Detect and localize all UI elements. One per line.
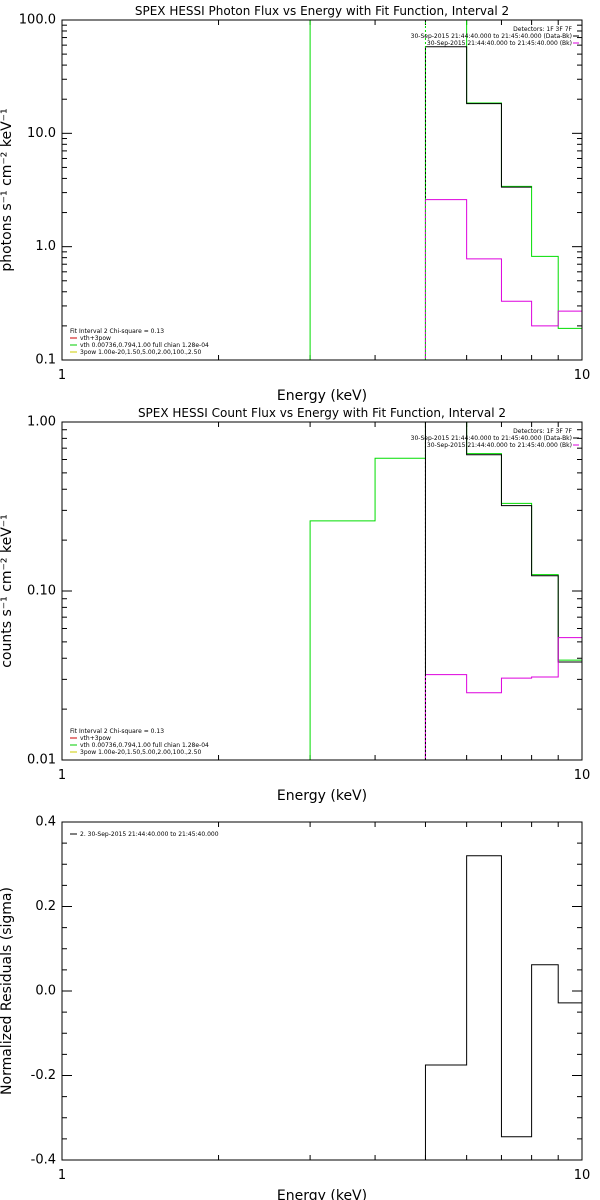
plot-frame xyxy=(61,19,583,361)
chart-2: SPEX HESSI Count Flux vs Energy with Fit… xyxy=(0,406,590,804)
data-series-line xyxy=(424,637,582,760)
legend-entry: 3pow 1.00e-20,1.50,5.00,2.00,100.,2.50 xyxy=(80,749,201,756)
x-axis-label: Energy (keV) xyxy=(277,388,367,404)
y-tick-label: 10.0 xyxy=(27,126,56,141)
info-line: 30-Sep-2015 21:44:40.000 to 21:45:40.000… xyxy=(411,33,572,40)
chart-title: SPEX HESSI Photon Flux vs Energy with Fi… xyxy=(135,4,509,18)
data-series-line xyxy=(424,855,582,1160)
x-tick-label: 10 xyxy=(574,1168,591,1183)
x-tick-label: 1 xyxy=(58,1168,66,1183)
x-tick-label: 10 xyxy=(574,768,591,783)
series-group xyxy=(309,20,582,360)
info-line: 30-Sep-2015 21:44:40.000 to 21:45:40.000… xyxy=(411,435,572,442)
series-group xyxy=(424,855,582,1160)
plot-frame xyxy=(61,821,583,1161)
chart-1: SPEX HESSI Photon Flux vs Energy with Fi… xyxy=(0,4,590,404)
legend-entry: vth 0.00736,0.794,1.00 full chian 1.28e-… xyxy=(80,742,209,749)
info-line: 30-Sep-2015 21:44:40.000 to 21:45:40.000… xyxy=(427,442,572,449)
plot-frame xyxy=(61,421,583,761)
y-axis-label: Normalized Residuals (sigma) xyxy=(0,887,15,1095)
chart-title: SPEX HESSI Count Flux vs Energy with Fit… xyxy=(138,406,506,420)
y-tick-label: 0.01 xyxy=(27,753,56,768)
data-series-line xyxy=(424,422,582,760)
y-tick-label: -0.4 xyxy=(31,1153,56,1168)
legend-entry: 2. 30-Sep-2015 21:44:40.000 to 21:45:40.… xyxy=(80,831,219,838)
data-series-line xyxy=(425,20,582,329)
legend-entry: 3pow 1.00e-20,1.50,5.00,2.00,100.,2.50 xyxy=(80,349,201,356)
data-series-line xyxy=(424,46,532,360)
y-tick-label: -0.2 xyxy=(31,1068,56,1083)
y-tick-label: 1.00 xyxy=(27,415,56,430)
series-group xyxy=(309,422,582,760)
legend-entry: vth+3pow xyxy=(80,335,111,342)
y-tick-label: 0.10 xyxy=(27,584,56,599)
y-axis-label: photons s⁻¹ cm⁻² keV⁻¹ xyxy=(0,108,15,271)
y-tick-label: 0.2 xyxy=(35,899,56,914)
y-axis-label: counts s⁻¹ cm⁻² keV⁻¹ xyxy=(0,514,15,668)
x-axis-label: Energy (keV) xyxy=(277,1188,367,1200)
data-series-line xyxy=(309,422,582,760)
info-line: Detectors: 1F 3F 7F xyxy=(513,428,572,435)
chart-3: Energy (keV) Normalized Residuals (sigma)… xyxy=(0,815,590,1200)
legend-entry: vth+3pow xyxy=(80,735,111,742)
y-tick-label: 0.4 xyxy=(35,815,56,830)
legend-entry: Fit Interval 2 Chi-square = 0.13 xyxy=(70,728,164,735)
legend-entry: Fit Interval 2 Chi-square = 0.13 xyxy=(70,328,164,335)
x-axis-label: Energy (keV) xyxy=(277,788,367,804)
y-tick-label: 0.0 xyxy=(35,984,56,999)
y-tick-label: 0.1 xyxy=(35,353,56,368)
y-tick-label: 1.0 xyxy=(35,239,56,254)
info-line: Detectors: 1F 3F 7F xyxy=(513,26,572,33)
x-tick-label: 1 xyxy=(58,368,66,383)
info-line: 30-Sep-2015 21:44:40.000 to 21:45:40.000… xyxy=(427,40,572,47)
y-tick-label: 100.0 xyxy=(19,13,56,28)
x-tick-label: 10 xyxy=(574,368,591,383)
legend-entry: vth 0.00736,0.794,1.00 full chian 1.28e-… xyxy=(80,342,209,349)
x-tick-label: 1 xyxy=(58,768,66,783)
data-series-line xyxy=(424,199,582,360)
